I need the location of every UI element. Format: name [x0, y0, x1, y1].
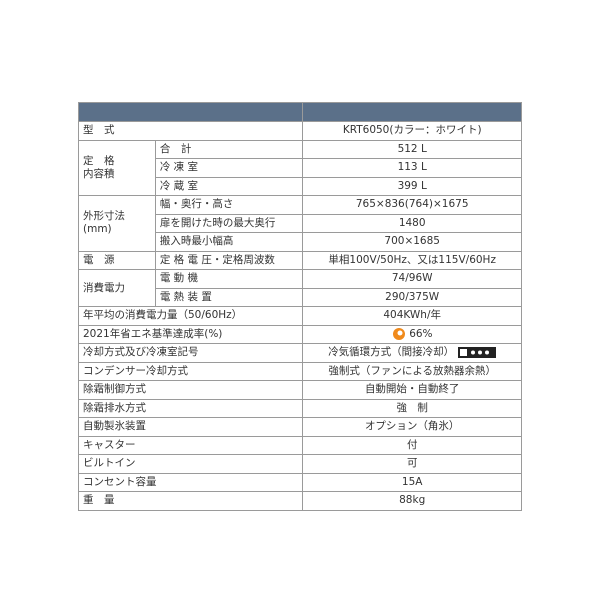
- row-label: 年平均の消費電力量（50/60Hz）: [77, 306, 304, 326]
- group-label: 電 源: [78, 250, 156, 270]
- freezer-mark: [458, 346, 497, 358]
- sub-label: 定 格 電 圧・定格周波数: [154, 250, 304, 270]
- value-cell: 88kg: [302, 491, 522, 511]
- value-cell: 冷気循環方式（間接冷却）: [302, 343, 522, 363]
- row: 2021年省エネ基準達成率(%) 66%: [77, 324, 522, 344]
- value-cell: 強 制: [302, 398, 522, 418]
- row: 除霜制御方式 自動開始・自動終了: [77, 380, 522, 400]
- row: 年平均の消費電力量（50/60Hz） 404KWh/年: [77, 306, 522, 326]
- sub-label: 扉を開けた時の最大奥行: [154, 213, 304, 233]
- row: 冷 蔵 室 399 L: [79, 176, 522, 196]
- header-cell: [77, 102, 304, 122]
- row: 重 量 88kg: [77, 491, 522, 511]
- row: 扉を開けた時の最大奥行 1480: [79, 213, 522, 233]
- sub-label: 合 計: [154, 139, 304, 159]
- sub-label: 幅・奥行・高さ: [154, 195, 304, 215]
- row: 搬入時最小幅高 700×1685: [79, 232, 522, 252]
- row-label: ビルトイン: [77, 454, 304, 474]
- group-label: 定 格 内容積: [78, 139, 156, 196]
- group-label: 外形寸法 (mm): [78, 195, 156, 252]
- value-cell: オプション（角氷）: [302, 417, 522, 437]
- sub-label: 電 熱 装 置: [154, 287, 304, 307]
- value-cell: 290/375W: [302, 287, 522, 307]
- value-cell: 399 L: [302, 176, 522, 196]
- row-label: 型 式: [77, 121, 304, 141]
- value-cell: 512 L: [302, 139, 522, 159]
- row: 型 式 KRT6050(カラー：ホワイト): [77, 121, 522, 141]
- group-label: 消費電力: [78, 269, 156, 307]
- row-label: 除霜排水方式: [77, 398, 304, 418]
- row: 冷 凍 室 113 L: [79, 158, 522, 178]
- row: 冷却方式及び冷凍室記号 冷気循環方式（間接冷却）: [77, 343, 522, 363]
- row-label: 冷却方式及び冷凍室記号: [77, 343, 304, 363]
- value-cell: 自動開始・自動終了: [302, 380, 522, 400]
- row: 自動製氷装置 オプション（角氷）: [77, 417, 522, 437]
- value-cell: 765×836(764)×1675: [302, 195, 522, 215]
- value-cell: 強制式（ファンによる放熱器余熱）: [302, 361, 522, 381]
- row-label: コンデンサー冷却方式: [77, 361, 304, 381]
- header-row: [77, 102, 522, 122]
- header-cell: [302, 102, 522, 122]
- value-cell: 404KWh/年: [302, 306, 522, 326]
- row: 除霜排水方式強 制: [77, 398, 522, 418]
- row-label: 除霜制御方式: [77, 380, 304, 400]
- row: コンデンサー冷却方式 強制式（ファンによる放熱器余熱）: [77, 361, 522, 381]
- row-label: 2021年省エネ基準達成率(%): [77, 324, 304, 344]
- row: ビルトイン可: [77, 454, 522, 474]
- row-label: キャスター: [77, 435, 304, 455]
- row: 消費電力電 動 機 74/96W: [78, 269, 522, 307]
- value-cell: 単相100V/50Hz、又は115V/60Hz: [302, 250, 522, 270]
- energy-icon: [392, 328, 405, 341]
- value-cell: 74/96W: [302, 269, 522, 289]
- value-cell: KRT6050(カラー：ホワイト): [302, 121, 522, 141]
- sub-label: 冷 凍 室: [154, 158, 304, 178]
- value-cell: 付: [302, 435, 522, 455]
- value-cell: 700×1685: [302, 232, 522, 252]
- row: 電 熱 装 置 290/375W: [79, 287, 522, 307]
- sub-label: 電 動 機: [154, 269, 304, 289]
- value-cell: 可: [302, 454, 522, 474]
- value-cell: 66%: [302, 324, 522, 344]
- row-label: 自動製氷装置: [77, 417, 304, 437]
- value-cell: 113 L: [302, 158, 522, 178]
- row: 外形寸法 (mm) 幅・奥行・高さ 765×836(764)×1675: [78, 195, 522, 252]
- row-label: コンセント容量: [77, 472, 304, 492]
- row: 定 格 内容積合 計 512 L: [78, 139, 522, 196]
- row: コンセント容量 15A: [77, 472, 522, 492]
- sub-label: 冷 蔵 室: [154, 176, 304, 196]
- sub-label: 搬入時最小幅高: [154, 232, 304, 252]
- value-cell: 1480: [302, 213, 522, 233]
- row: 電 源定 格 電 圧・定格周波数 単相100V/50Hz、又は115V/60Hz: [78, 250, 522, 270]
- value-cell: 15A: [302, 472, 522, 492]
- row-label: 重 量: [77, 491, 304, 511]
- row: キャスター付: [77, 435, 522, 455]
